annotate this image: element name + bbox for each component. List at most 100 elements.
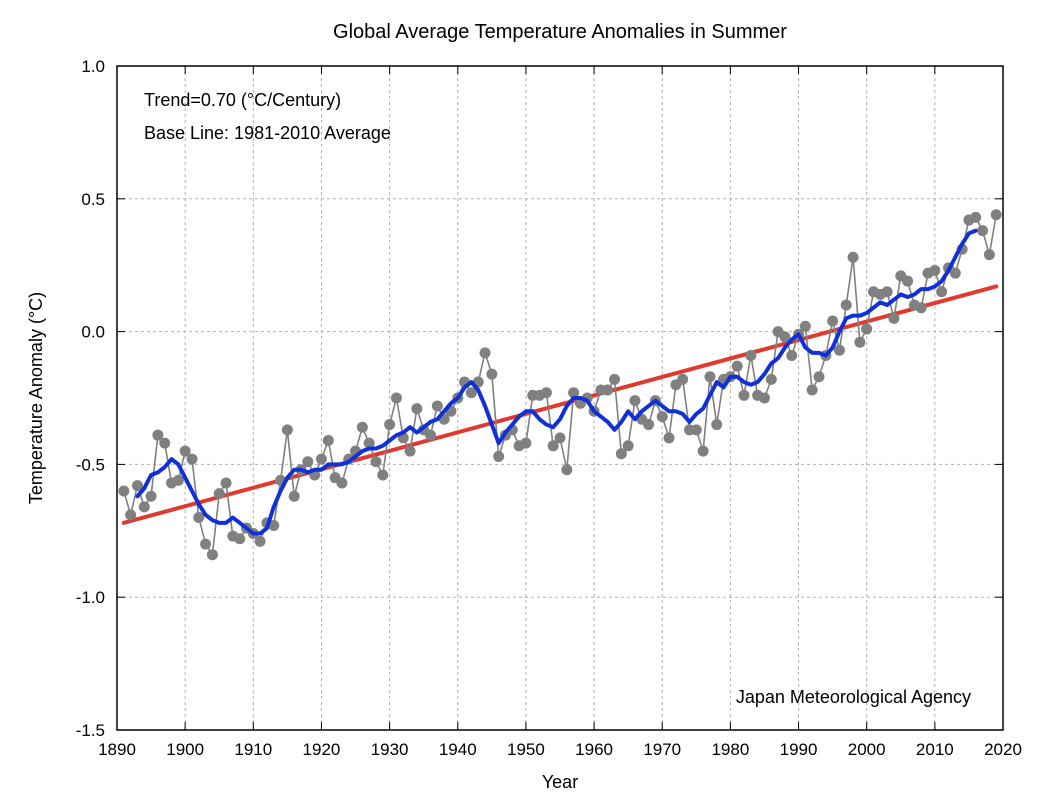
annual-point	[540, 387, 552, 399]
annual-point	[315, 453, 327, 465]
annual-point	[629, 395, 641, 407]
annual-point	[479, 347, 491, 359]
y-tick-label: -1.5	[76, 721, 105, 740]
baseline-annotation: Base Line: 1981-2010 Average	[144, 123, 391, 143]
y-axis-ticks: 1.0 0.5 0.0 -0.5 -1.0 -1.5	[76, 57, 1003, 740]
source-annotation: Japan Meteorological Agency	[736, 687, 971, 707]
annual-point	[302, 456, 314, 468]
annual-point	[370, 456, 382, 468]
x-tick-label: 1890	[98, 740, 136, 759]
annual-point	[336, 477, 348, 489]
annual-point	[547, 440, 559, 452]
annual-point	[288, 490, 300, 502]
trend-series	[121, 284, 999, 525]
x-tick-label: 1900	[166, 740, 204, 759]
annual-point	[643, 419, 655, 431]
annual-point	[213, 488, 225, 500]
annual-point	[568, 387, 580, 399]
annual-point	[840, 299, 852, 311]
annual-point	[179, 445, 191, 457]
annual-point	[663, 432, 675, 444]
annual-point	[384, 419, 396, 431]
x-tick-label: 1910	[234, 740, 272, 759]
annual-point	[813, 371, 825, 383]
annual-point	[281, 424, 293, 436]
annual-point	[854, 336, 866, 348]
annual-point	[745, 350, 757, 361]
annual-point	[677, 373, 689, 385]
annual-point	[125, 509, 137, 521]
annual-point	[690, 424, 702, 436]
annual-point	[888, 312, 900, 324]
annual-point	[990, 209, 1002, 221]
annual-point	[847, 251, 859, 263]
annual-point	[322, 435, 334, 446]
plot-frame	[116, 65, 1004, 731]
annual-point	[356, 421, 368, 433]
annual-point	[622, 440, 634, 452]
annual-point	[234, 533, 246, 545]
annual-point	[138, 501, 150, 513]
annual-series	[118, 209, 1002, 561]
annual-point	[200, 538, 212, 550]
annual-point	[172, 474, 184, 486]
x-axis-ticks: 1890 1900 1910 1920 1930 1940 1950 1960 1970 1980…	[98, 66, 1022, 759]
x-tick-label: 2020	[984, 740, 1022, 759]
annual-point	[827, 315, 839, 327]
x-tick-label: 1980	[711, 740, 749, 759]
annual-point	[159, 437, 171, 449]
annual-point	[758, 392, 770, 404]
annual-point	[779, 331, 791, 343]
x-tick-label: 2000	[848, 740, 886, 759]
annual-point	[799, 320, 811, 332]
annual-point	[268, 519, 280, 531]
y-tick-label: -0.5	[76, 455, 105, 474]
chart-title: Global Average Temperature Anomalies in …	[333, 21, 787, 43]
annual-point	[363, 437, 375, 449]
annual-point	[656, 411, 668, 423]
y-tick-label: 0.5	[81, 190, 105, 209]
annual-point	[983, 249, 995, 261]
annual-point	[697, 445, 709, 457]
trend-line	[121, 284, 999, 525]
y-axis-label: Temperature Anomaly (°C)	[26, 292, 46, 504]
annual-point	[206, 549, 218, 561]
annual-point	[377, 469, 389, 481]
annual-point	[977, 225, 989, 237]
x-axis-label: Year	[542, 772, 578, 792]
annual-point	[520, 437, 532, 449]
trend-annotation: Trend=0.70 (°C/Century)	[144, 90, 341, 110]
x-tick-label: 1950	[507, 740, 545, 759]
annual-point	[833, 344, 845, 356]
x-tick-label: 2010	[916, 740, 954, 759]
annual-point	[554, 432, 566, 444]
annual-point	[390, 392, 402, 404]
annual-point	[861, 323, 873, 335]
annual-point	[738, 389, 750, 401]
annual-point	[131, 480, 143, 492]
annual-point	[561, 464, 573, 476]
annual-point	[465, 387, 477, 399]
annual-point	[193, 512, 205, 524]
x-tick-label: 1920	[303, 740, 341, 759]
y-tick-label: 0.0	[81, 323, 105, 342]
annual-point	[881, 286, 893, 298]
annual-point	[704, 371, 716, 383]
y-tick-label: -1.0	[76, 588, 105, 607]
x-tick-label: 1940	[439, 740, 477, 759]
annual-point	[915, 302, 927, 314]
annual-point	[970, 211, 982, 223]
annual-point	[425, 429, 437, 441]
annual-point	[929, 265, 941, 277]
annual-point	[493, 450, 505, 462]
annual-point	[711, 419, 723, 431]
annual-point	[615, 448, 627, 460]
annual-point	[186, 453, 198, 465]
annual-point	[486, 368, 498, 380]
annual-point	[731, 360, 743, 372]
smoothed-line	[135, 228, 978, 536]
annual-point	[609, 373, 621, 385]
annual-point	[786, 350, 798, 361]
x-tick-label: 1970	[643, 740, 681, 759]
